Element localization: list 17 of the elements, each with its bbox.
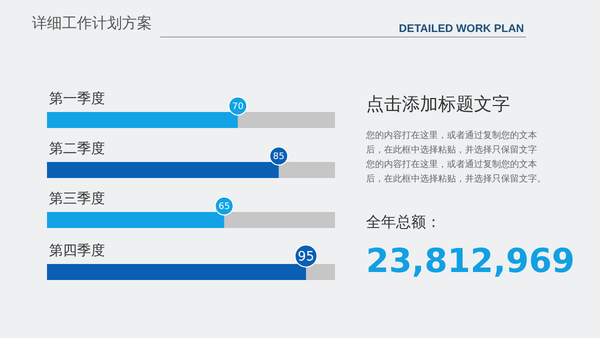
y-tick-label: 第二季度: [49, 141, 105, 157]
text: 点击添加标题文字: [366, 94, 510, 115]
data-label: 85: [273, 152, 284, 162]
data-label: 65: [218, 202, 230, 212]
text: 您的内容打在这里，或者通过复制您的文本: [365, 159, 537, 170]
text: 后，在此框中选择粘贴，并选择只保留文字: [366, 144, 537, 156]
text: 全年总额：: [366, 213, 441, 231]
text: 您的内容打在这里，或者通过复制您的文本: [365, 130, 537, 141]
text: 23,812,969: [366, 241, 575, 280]
data-label: 70: [232, 102, 244, 112]
y-tick-label: 第一季度: [49, 91, 105, 107]
text: DETAILED WORK PLAN: [398, 23, 524, 35]
data-label: 95: [298, 250, 314, 265]
chart-title: 详细工作计划方案: [32, 14, 152, 32]
text: 后，在此框中选择粘贴，并选择只保留文字。: [366, 174, 546, 184]
y-tick-label: 第四季度: [49, 243, 105, 259]
y-tick-label: 第三季度: [49, 191, 105, 207]
